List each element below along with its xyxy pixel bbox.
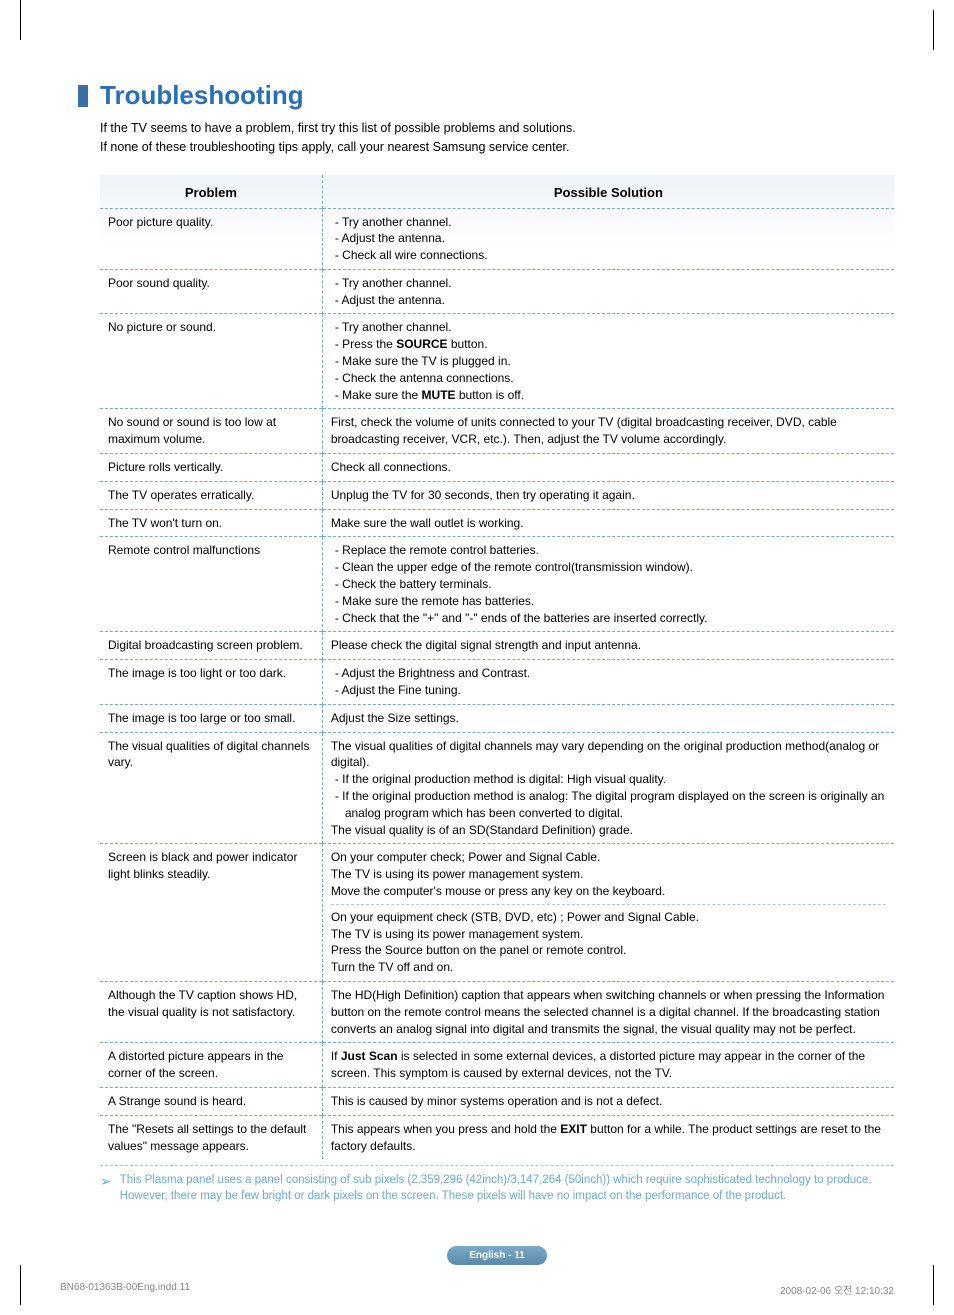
- table-row: No sound or sound is too low at maximum …: [100, 409, 894, 454]
- page-title: Troubleshooting: [100, 80, 304, 111]
- solution-cell: The visual qualities of digital channels…: [322, 732, 894, 844]
- solution-cell: On your computer check; Power and Signal…: [322, 844, 894, 982]
- problem-cell: The TV operates erratically.: [100, 481, 322, 509]
- table-row: The image is too large or too small.Adju…: [100, 704, 894, 732]
- table-row: Although the TV caption shows HD, the vi…: [100, 981, 894, 1042]
- problem-cell: The image is too light or too dark.: [100, 660, 322, 705]
- table-row: Poor picture quality.Try another channel…: [100, 208, 894, 269]
- table-row: A distorted picture appears in the corne…: [100, 1043, 894, 1088]
- solution-cell: Try another channel.Adjust the antenna.C…: [322, 208, 894, 269]
- solution-cell: Adjust the Brightness and Contrast.Adjus…: [322, 660, 894, 705]
- page-number-badge: English - 11: [447, 1246, 547, 1265]
- solution-cell: Unplug the TV for 30 seconds, then try o…: [322, 481, 894, 509]
- problem-cell: The "Resets all settings to the default …: [100, 1115, 322, 1159]
- footnote-arrow-icon: ➢: [100, 1172, 112, 1204]
- problem-cell: The image is too large or too small.: [100, 704, 322, 732]
- title-row: Troubleshooting: [100, 80, 894, 111]
- footnote: ➢ This Plasma panel uses a panel consist…: [100, 1165, 894, 1204]
- problem-cell: No sound or sound is too low at maximum …: [100, 409, 322, 454]
- print-footer: BN68-01363B-00Eng.indd 11 2008-02-06 오전 …: [60, 1282, 894, 1297]
- footer-datetime: 2008-02-06 오전 12:10:32: [780, 1282, 894, 1297]
- solution-cell: If Just Scan is selected in some externa…: [322, 1043, 894, 1088]
- problem-cell: A distorted picture appears in the corne…: [100, 1043, 322, 1088]
- problem-cell: Although the TV caption shows HD, the vi…: [100, 981, 322, 1042]
- solution-cell: Try another channel.Adjust the antenna.: [322, 269, 894, 314]
- table-row: Poor sound quality.Try another channel.A…: [100, 269, 894, 314]
- table-row: Remote control malfunctionsReplace the r…: [100, 537, 894, 632]
- page-content: Troubleshooting If the TV seems to have …: [0, 0, 954, 1305]
- table-body: Poor picture quality.Try another channel…: [100, 208, 894, 1159]
- intro-line-2: If none of these troubleshooting tips ap…: [100, 140, 569, 154]
- col-header-problem: Problem: [100, 175, 322, 209]
- footnote-text: This Plasma panel uses a panel consistin…: [120, 1172, 894, 1204]
- problem-cell: Poor picture quality.: [100, 208, 322, 269]
- page-number: English - 11: [100, 1245, 894, 1265]
- col-header-solution: Possible Solution: [322, 175, 894, 209]
- table-row: Screen is black and power indicator ligh…: [100, 844, 894, 982]
- problem-cell: A Strange sound is heard.: [100, 1087, 322, 1115]
- table-row: Picture rolls vertically.Check all conne…: [100, 454, 894, 482]
- solution-cell: Adjust the Size settings.: [322, 704, 894, 732]
- solution-cell: First, check the volume of units connect…: [322, 409, 894, 454]
- problem-cell: Remote control malfunctions: [100, 537, 322, 632]
- problem-cell: The TV won't turn on.: [100, 509, 322, 537]
- solution-cell: Check all connections.: [322, 454, 894, 482]
- table-row: The image is too light or too dark.Adjus…: [100, 660, 894, 705]
- solution-cell: Replace the remote control batteries.Cle…: [322, 537, 894, 632]
- problem-cell: No picture or sound.: [100, 314, 322, 409]
- footer-filename: BN68-01363B-00Eng.indd 11: [60, 1282, 190, 1297]
- table-row: The TV operates erratically.Unplug the T…: [100, 481, 894, 509]
- intro-line-1: If the TV seems to have a problem, first…: [100, 121, 576, 135]
- problem-cell: Digital broadcasting screen problem.: [100, 632, 322, 660]
- intro-text: If the TV seems to have a problem, first…: [100, 119, 894, 157]
- heading-mark-icon: [78, 85, 88, 107]
- table-row: The TV won't turn on.Make sure the wall …: [100, 509, 894, 537]
- problem-cell: Screen is black and power indicator ligh…: [100, 844, 322, 982]
- solution-cell: The HD(High Definition) caption that app…: [322, 981, 894, 1042]
- table-row: A Strange sound is heard.This is caused …: [100, 1087, 894, 1115]
- solution-cell: Make sure the wall outlet is working.: [322, 509, 894, 537]
- solution-cell: This is caused by minor systems operatio…: [322, 1087, 894, 1115]
- solution-cell: Try another channel.Press the SOURCE but…: [322, 314, 894, 409]
- solution-cell: Please check the digital signal strength…: [322, 632, 894, 660]
- table-row: The "Resets all settings to the default …: [100, 1115, 894, 1159]
- problem-cell: Picture rolls vertically.: [100, 454, 322, 482]
- table-row: No picture or sound.Try another channel.…: [100, 314, 894, 409]
- troubleshooting-table-wrap: Problem Possible Solution Poor picture q…: [100, 175, 894, 1205]
- problem-cell: Poor sound quality.: [100, 269, 322, 314]
- troubleshooting-table: Problem Possible Solution Poor picture q…: [100, 175, 894, 1160]
- solution-cell: This appears when you press and hold the…: [322, 1115, 894, 1159]
- table-row: The visual qualities of digital channels…: [100, 732, 894, 844]
- problem-cell: The visual qualities of digital channels…: [100, 732, 322, 844]
- table-row: Digital broadcasting screen problem.Plea…: [100, 632, 894, 660]
